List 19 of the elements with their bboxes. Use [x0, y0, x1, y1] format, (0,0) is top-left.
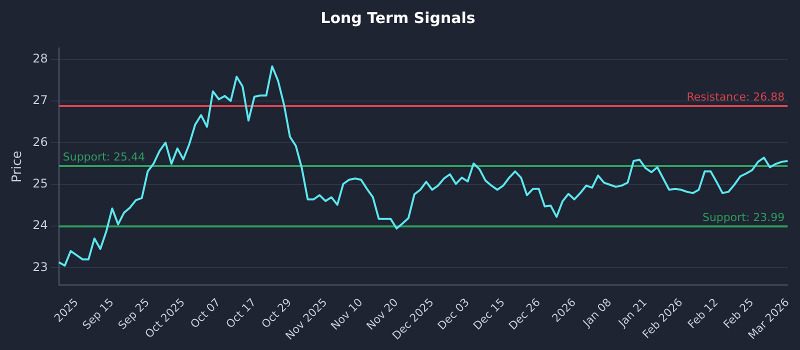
ref-line-label: Support: 23.99 [702, 210, 785, 224]
y-tick-label: 27 [32, 93, 48, 108]
x-tick-label: Dec 03 [435, 296, 472, 332]
y-axis-title: Price [10, 150, 26, 182]
ref-line-label: Resistance: 26.88 [686, 90, 785, 104]
y-tick-label: 28 [32, 51, 48, 66]
y-tick-label: 26 [32, 134, 48, 149]
y-tick-label: 25 [32, 176, 48, 190]
chart-title: Long Term Signals [320, 8, 476, 27]
x-tick-label: Feb 12 [685, 296, 721, 332]
y-tick-label: 23 [32, 260, 48, 274]
x-tick-label: Dec 26 [506, 296, 543, 332]
ref-line-label: Support: 25.44 [62, 150, 146, 164]
x-tick-label: Oct 17 [224, 296, 259, 331]
y-tick-label: 24 [32, 218, 48, 232]
x-tick-label: Oct 07 [188, 296, 223, 331]
x-tick-label: Jan 08 [580, 296, 614, 330]
x-tick-label: Dec 15 [470, 296, 508, 332]
x-tick-label: Sep 15 [80, 296, 116, 332]
